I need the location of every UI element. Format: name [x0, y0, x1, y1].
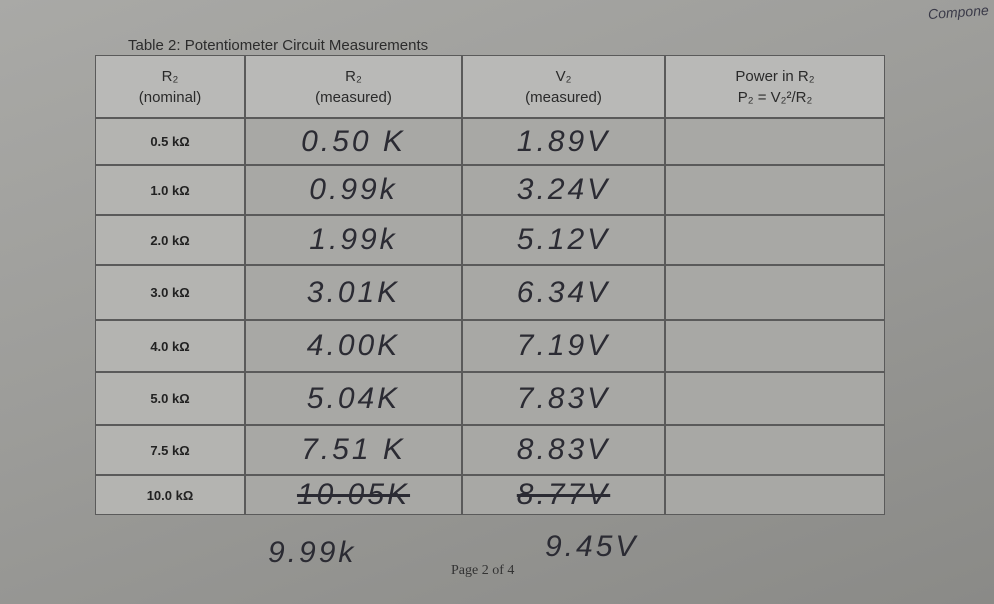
data-cell: 1.99k: [245, 215, 462, 265]
nominal-value: 2.0 kΩ: [150, 232, 190, 248]
nominal-cell: 4.0 kΩ: [95, 320, 245, 372]
page-footer: Page 2 of 4: [451, 563, 515, 578]
handwritten-value: 3.01K: [306, 275, 401, 309]
header-cell: R₂ (measured): [245, 55, 462, 118]
handwritten-value: 4.00K: [306, 329, 401, 362]
correction-measured: 9.99k: [268, 536, 357, 569]
handwritten-value: 5.04K: [306, 381, 401, 415]
handwritten-value: 0.50 K: [301, 124, 406, 158]
data-cell: 5.04K: [245, 372, 462, 425]
header-text: R₂: [345, 67, 362, 85]
header-text: V₂: [555, 67, 572, 85]
data-cell: 3.24V: [462, 165, 665, 215]
data-cell: [665, 118, 885, 165]
nominal-value: 4.0 kΩ: [150, 338, 190, 354]
data-cell: 7.51 K: [245, 425, 462, 475]
data-cell: 10.05K: [245, 475, 462, 515]
header-text: (measured): [315, 88, 392, 106]
nominal-cell: 2.0 kΩ: [95, 215, 245, 265]
data-cell: [665, 165, 885, 215]
nominal-cell: 0.5 kΩ: [95, 118, 245, 165]
data-cell: [665, 425, 885, 475]
header-text: P₂ = V₂²/R₂: [737, 88, 813, 106]
data-cell: [665, 265, 885, 320]
nominal-cell: 1.0 kΩ: [95, 165, 245, 215]
handwritten-value: 10.05K: [296, 478, 411, 511]
nominal-value: 5.0 kΩ: [150, 391, 190, 406]
header-cell: R₂ (nominal): [95, 55, 245, 118]
nominal-value: 1.0 kΩ: [150, 182, 190, 198]
handwritten-value: 1.99k: [309, 223, 398, 256]
nominal-cell: 5.0 kΩ: [95, 372, 245, 425]
header-cell: V₂ (measured): [462, 55, 665, 118]
handwritten-value: 5.12V: [516, 223, 611, 256]
data-cell: 6.34V: [462, 265, 665, 320]
data-cell: 8.77V: [462, 475, 665, 515]
table-title: Table 2: Potentiometer Circuit Measureme…: [128, 37, 429, 54]
nominal-cell: 7.5 kΩ: [95, 425, 245, 475]
nominal-value: 0.5 kΩ: [150, 134, 190, 149]
data-cell: 7.83V: [462, 372, 665, 425]
handwritten-value: 7.51 K: [301, 433, 406, 466]
nominal-cell: 10.0 kΩ: [95, 475, 245, 515]
corner-note: Compone: [927, 1, 990, 23]
data-cell: 4.00K: [245, 320, 462, 372]
header-text: Power in R₂: [735, 67, 815, 85]
handwritten-value: 7.83V: [516, 381, 611, 415]
data-cell: 7.19V: [462, 320, 665, 372]
data-cell: 1.89V: [462, 118, 665, 165]
nominal-cell: 3.0 kΩ: [95, 265, 245, 320]
header-cell: Power in R₂ P₂ = V₂²/R₂: [665, 55, 885, 118]
data-cell: [665, 320, 885, 372]
nominal-value: 3.0 kΩ: [150, 285, 190, 300]
data-cell: 5.12V: [462, 215, 665, 265]
correction-voltage: 9.45V: [545, 530, 639, 563]
data-cell: 8.83V: [462, 425, 665, 475]
table: R₂ (nominal) R₂ (measured) V₂ (measured) Power…: [95, 55, 885, 515]
handwritten-value: 0.99k: [309, 173, 398, 206]
handwritten-value: 1.89V: [516, 124, 611, 158]
nominal-value: 10.0 kΩ: [146, 487, 194, 503]
handwritten-value: 7.19V: [516, 329, 611, 362]
header-text: (nominal): [138, 88, 202, 106]
data-cell: 0.99k: [245, 165, 462, 215]
data-cell: 0.50 K: [245, 118, 462, 165]
data-cell: [665, 215, 885, 265]
handwritten-value: 3.24V: [516, 173, 611, 206]
handwritten-value: 8.83V: [516, 433, 611, 466]
header-text: (measured): [525, 88, 602, 106]
nominal-value: 7.5 kΩ: [150, 442, 190, 458]
handwritten-value: 6.34V: [516, 275, 611, 309]
data-cell: [665, 475, 885, 515]
handwritten-value: 8.77V: [516, 478, 611, 511]
data-cell: 3.01K: [245, 265, 462, 320]
header-text: R₂: [161, 67, 179, 85]
data-cell: [665, 372, 885, 425]
